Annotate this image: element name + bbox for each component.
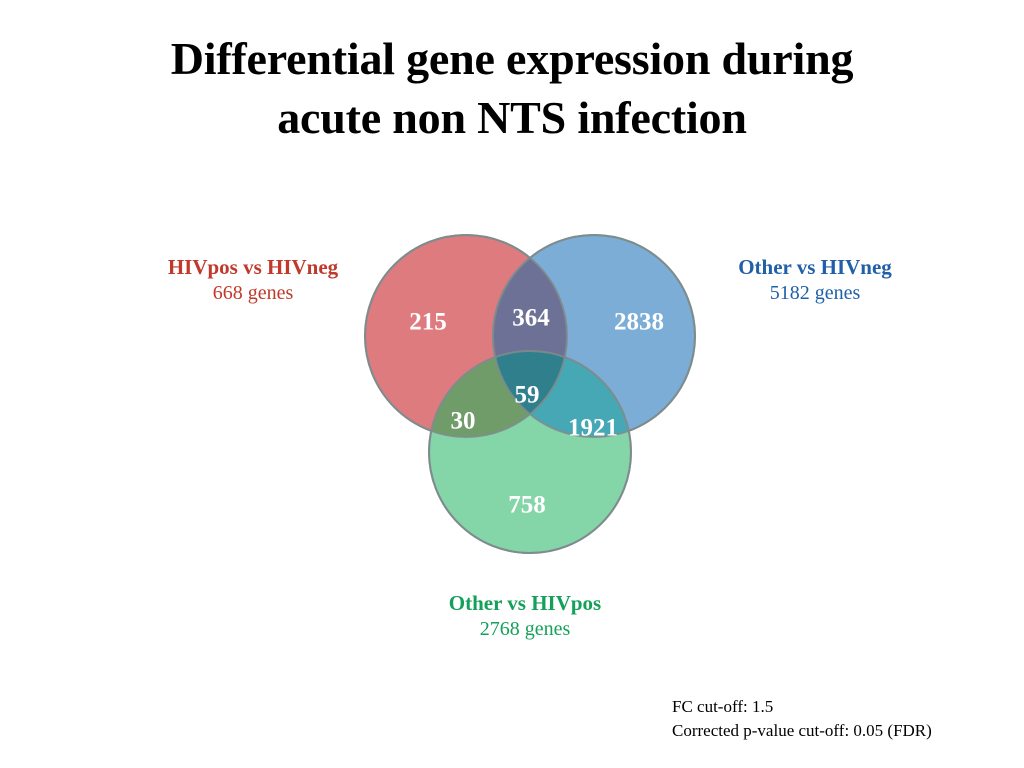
set-label-hivpos-vs-hivneg-name: HIVpos vs HIVneg bbox=[167, 255, 339, 279]
venn-count-right-only: 2838 bbox=[614, 309, 664, 336]
venn-count-center: 59 bbox=[515, 382, 540, 409]
set-label-other-vs-hivneg-name: Other vs HIVneg bbox=[738, 255, 892, 279]
venn-outlines bbox=[364, 234, 696, 554]
venn-count-left-right: 364 bbox=[512, 305, 550, 332]
venn-count-left-only: 215 bbox=[409, 309, 447, 336]
venn-region-right-bottom bbox=[493, 351, 631, 437]
venn-region-left-bottom bbox=[429, 351, 567, 437]
set-label-other-vs-hivpos-count: 2768 genes bbox=[479, 617, 571, 640]
title-line-2: acute non NTS infection bbox=[277, 91, 747, 143]
cutoff-note-fc: FC cut-off: 1.5 bbox=[672, 697, 774, 716]
title-line-1: Differential gene expression during bbox=[170, 33, 854, 84]
cutoff-note-pvalue: Corrected p-value cut-off: 0.05 (FDR) bbox=[672, 721, 932, 741]
set-label-other-vs-hivpos-name: Other vs HIVpos bbox=[448, 591, 602, 615]
venn-count-left-bottom: 30 bbox=[451, 408, 476, 435]
set-label-hivpos-vs-hivneg: HIVpos vs HIVneg 668 genes bbox=[108, 255, 398, 305]
page-title: Differential gene expression during acut… bbox=[0, 30, 1024, 148]
set-label-other-vs-hivneg: Other vs HIVneg 5182 genes bbox=[670, 255, 960, 305]
set-label-other-vs-hivneg-count: 5182 genes bbox=[769, 281, 861, 304]
venn-count-bottom-only: 758 bbox=[508, 492, 546, 519]
venn-diagram: 215 364 2838 59 30 1921 758 bbox=[340, 232, 720, 577]
cutoff-note: FC cut-off: 1.5 Corrected p-value cut-of… bbox=[672, 695, 932, 743]
venn-count-right-bottom: 1921 bbox=[568, 415, 618, 442]
set-label-other-vs-hivpos: Other vs HIVpos 2768 genes bbox=[380, 591, 670, 641]
set-label-hivpos-vs-hivneg-count: 668 genes bbox=[212, 281, 294, 304]
